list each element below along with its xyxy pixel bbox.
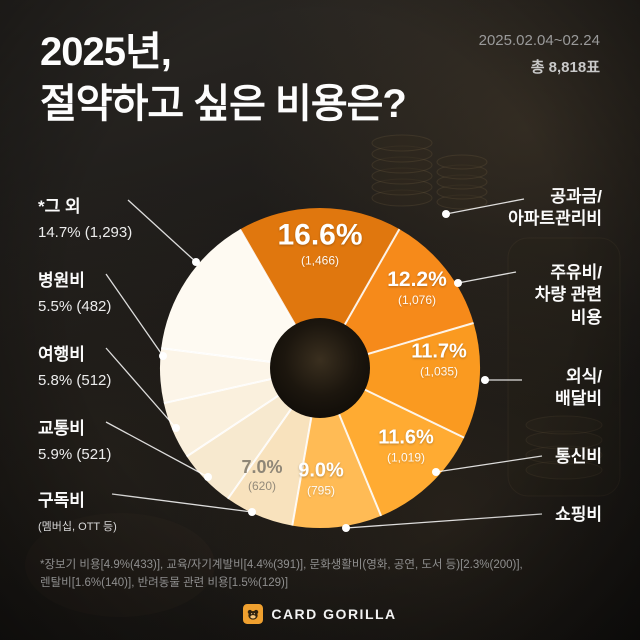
brand-name: CARD GORILLA [271, 606, 397, 622]
legend-name: 여행비 [38, 345, 85, 364]
legend-value: 5.9% (521) [38, 446, 112, 463]
leader-dot-4 [248, 508, 256, 516]
leader-dot-2 [172, 424, 180, 432]
leader-dot-5 [442, 210, 450, 218]
leader-dot-1 [159, 352, 167, 360]
legend-item-utilities: 공과금/ 아파트관리비 [508, 187, 602, 229]
leader-line-3 [105, 421, 209, 478]
brand-logo: CARD GORILLA [0, 604, 640, 624]
cardgorilla-gorilla-icon [243, 604, 264, 624]
leader-dot-8 [432, 468, 440, 476]
pie-slice-9 [161, 229, 320, 368]
legend-item-shopping: 쇼핑비 [555, 505, 602, 524]
pie-slice-0 [240, 207, 400, 368]
legend-name: *그 외 [38, 197, 81, 216]
legend-value: 5.5% (482) [38, 298, 112, 315]
title-line-2: 절약하고 싶은 비용은? [40, 82, 407, 126]
total-votes: 총 8,818표 [530, 59, 600, 76]
footnote: *장보기 비용[4.9%(433)], 교육/자기계발비[4.4%(391)],… [40, 559, 523, 590]
leader-line-8 [435, 455, 543, 473]
leader-line-4 [111, 493, 253, 513]
leader-line-2 [105, 347, 177, 429]
leader-dot-9 [342, 524, 350, 532]
date-range: 2025.02.04~02.24 [478, 32, 600, 49]
legend-name: 구독비 [38, 491, 85, 510]
legend-item-telecom: 통신비 [555, 447, 602, 466]
legend-item-travel: 여행비 5.8% (512) [38, 340, 111, 389]
coin-jar-decor [25, 134, 621, 617]
legend-item-etc: *그 외 14.7% (1,293) [38, 192, 132, 241]
leader-line-9 [345, 513, 543, 529]
legend-value: 5.8% (512) [38, 372, 112, 389]
leader-dot-7 [481, 376, 489, 384]
page-title: 2025년, 절약하고 싶은 비용은? [40, 26, 407, 130]
leader-line-0 [127, 199, 197, 263]
leader-line-5 [445, 198, 525, 215]
legend-item-dining-delivery: 외식/ 배달비 [555, 367, 602, 409]
pie-slice-2 [320, 323, 481, 438]
pie-slice-3 [320, 368, 465, 516]
legend-item-fuel-vehicle: 주유비/ 차량 관련 비용 [534, 263, 602, 327]
leader-dot-0 [192, 258, 200, 266]
legend-item-subscription: 구독비 (멤버십, OTT 등) [38, 486, 117, 534]
leader-dot-6 [454, 279, 462, 287]
title-line-1: 2025년, [40, 30, 172, 74]
legend-value: 14.7% (1,293) [38, 224, 133, 241]
survey-meta: 2025.02.04~02.24 총 8,818표 [479, 32, 600, 77]
pie-slice-8 [159, 348, 320, 404]
legend-item-hospital: 병원비 5.5% (482) [38, 266, 111, 315]
legend-value: (멤버십, OTT 등) [38, 521, 117, 533]
leader-line-1 [105, 273, 164, 357]
legend-name: 병원비 [38, 271, 85, 290]
legend-name: 교통비 [38, 419, 85, 438]
leader-dot-3 [204, 473, 212, 481]
donut-hole [270, 318, 370, 418]
legend-item-transport: 교통비 5.9% (521) [38, 414, 111, 463]
leader-line-6 [457, 271, 517, 284]
